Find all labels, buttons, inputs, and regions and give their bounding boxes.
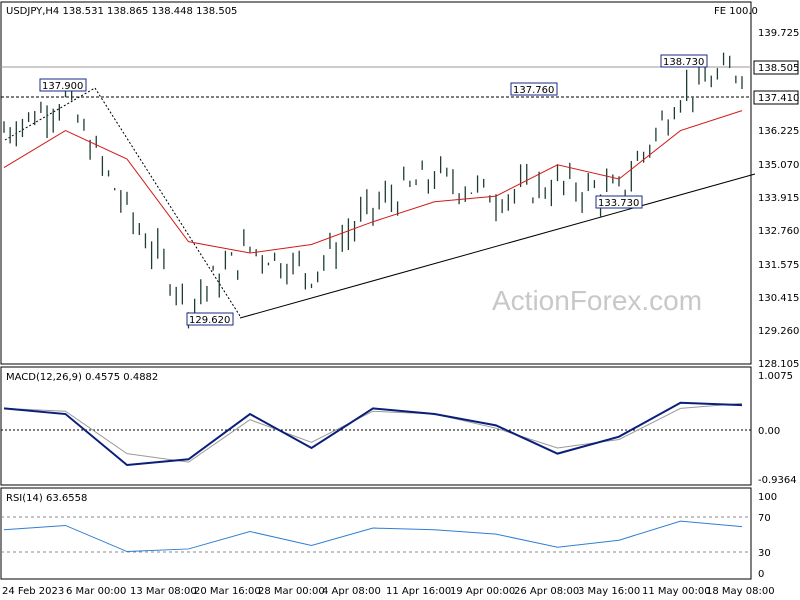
rsi-panel-frame bbox=[0, 487, 752, 580]
projection-line bbox=[4, 87, 241, 317]
svg-text:129.620: 129.620 bbox=[189, 315, 230, 326]
rsi-axis-70: 70 bbox=[758, 513, 771, 524]
price-tick: 139.725 bbox=[758, 28, 799, 39]
price-tick: 132.760 bbox=[758, 226, 799, 237]
price-axis: 139.725 138.505 137.410 136.225 135.070 … bbox=[753, 28, 799, 370]
rsi-label: RSI(14) 63.6558 bbox=[6, 493, 87, 504]
watermark: ActionForex.com bbox=[492, 285, 702, 316]
dashed-level-box bbox=[753, 90, 799, 105]
rsi-axis-100: 100 bbox=[758, 492, 777, 503]
last-price-box bbox=[753, 60, 799, 75]
svg-text:137.760: 137.760 bbox=[513, 85, 554, 96]
symbol-header: USDJPY,H4 138.531 138.865 138.448 138.50… bbox=[6, 6, 237, 17]
moving-average-line bbox=[3, 110, 743, 254]
time-tick: 20 Mar 16:00 bbox=[194, 586, 261, 597]
time-tick: 24 Feb 2023 bbox=[2, 586, 64, 597]
time-tick: 18 May 08:00 bbox=[706, 586, 775, 597]
time-tick: 11 Apr 16:00 bbox=[386, 586, 451, 597]
main-panel-frame bbox=[0, 1, 752, 365]
price-tick-dashed: 137.410 bbox=[758, 93, 799, 104]
svg-text:137.900: 137.900 bbox=[42, 81, 83, 92]
rsi-axis-0: 0 bbox=[758, 569, 764, 580]
time-tick: 13 Mar 08:00 bbox=[130, 586, 197, 597]
macd-axis-zero: 0.00 bbox=[758, 426, 780, 437]
callout-fe-target: 138.730 bbox=[660, 54, 708, 68]
callout-high-mar: 137.900 bbox=[39, 78, 87, 92]
trendline bbox=[239, 173, 756, 319]
callout-low-may: 133.730 bbox=[595, 195, 643, 209]
rsi-line bbox=[3, 520, 743, 553]
macd-axis-bottom: -0.9364 bbox=[758, 475, 797, 486]
macd-axis-top: 1.0075 bbox=[758, 371, 793, 382]
time-axis: 24 Feb 2023 6 Mar 00:00 13 Mar 08:00 20 … bbox=[2, 586, 775, 597]
time-tick: 19 Apr 00:00 bbox=[450, 586, 515, 597]
time-tick: 6 Mar 00:00 bbox=[66, 586, 126, 597]
svg-text:138.730: 138.730 bbox=[663, 57, 704, 68]
callout-low-mar: 129.620 bbox=[186, 312, 234, 326]
callout-high-apr: 137.760 bbox=[510, 82, 558, 96]
time-tick: 28 Mar 00:00 bbox=[258, 586, 325, 597]
price-tick: 130.415 bbox=[758, 293, 799, 304]
svg-text:133.730: 133.730 bbox=[598, 198, 639, 209]
fe-label: FE 100.0 bbox=[714, 6, 758, 17]
time-tick: 3 May 16:00 bbox=[578, 586, 640, 597]
price-tick: 133.915 bbox=[758, 193, 799, 204]
macd-signal-line bbox=[3, 402, 743, 463]
price-tick: 131.575 bbox=[758, 260, 799, 271]
macd-panel-frame bbox=[0, 366, 752, 486]
rsi-axis-30: 30 bbox=[758, 548, 771, 559]
price-tick-last: 138.505 bbox=[758, 63, 799, 74]
price-tick: 128.105 bbox=[758, 359, 799, 370]
macd-main-line bbox=[3, 401, 743, 466]
macd-label: MACD(12,26,9) 0.4575 0.4882 bbox=[6, 372, 158, 383]
time-tick: 4 Apr 08:00 bbox=[322, 586, 381, 597]
price-tick: 129.260 bbox=[758, 326, 799, 337]
price-tick: 136.225 bbox=[758, 126, 799, 137]
time-tick: 11 May 00:00 bbox=[642, 586, 711, 597]
time-tick: 26 Apr 08:00 bbox=[514, 586, 579, 597]
price-tick: 135.070 bbox=[758, 160, 799, 171]
